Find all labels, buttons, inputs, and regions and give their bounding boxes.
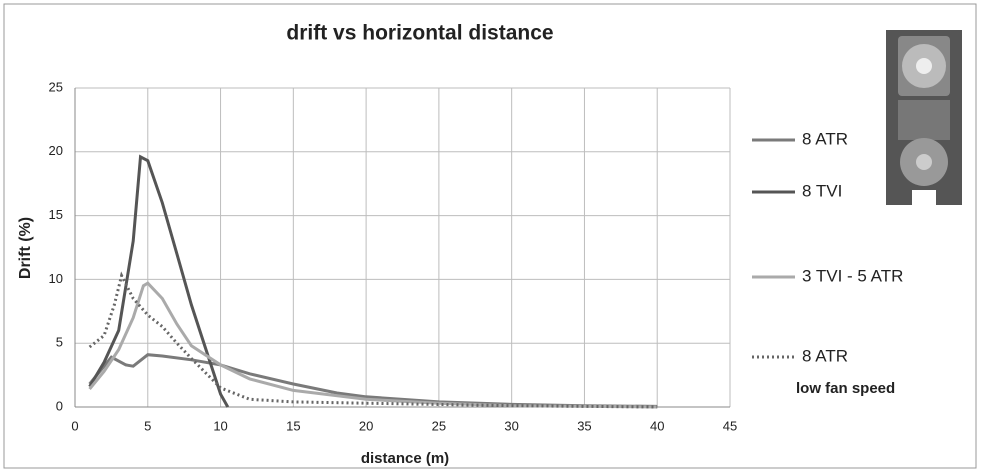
chart: drift vs horizontal distance distance (m…: [0, 0, 981, 473]
y-tick-label: 20: [49, 143, 63, 158]
x-tick-label: 20: [359, 418, 373, 433]
x-tick-label: 30: [504, 418, 518, 433]
legend-label: 3 TVI - 5 ATR: [802, 266, 903, 285]
x-tick-label: 0: [71, 418, 78, 433]
chart-frame: [4, 4, 976, 468]
legend-label: 8 ATR: [802, 346, 848, 365]
x-tick-label: 40: [650, 418, 664, 433]
y-axis-label: Drift (%): [17, 217, 34, 279]
chart-title: drift vs horizontal distance: [286, 22, 553, 45]
x-tick-label: 15: [286, 418, 300, 433]
x-tick-label: 25: [432, 418, 446, 433]
legend-label: 8 TVI: [802, 181, 842, 200]
x-tick-label: 35: [577, 418, 591, 433]
x-axis-label: distance (m): [361, 450, 449, 467]
photo: [886, 30, 962, 205]
y-tick-label: 15: [49, 207, 63, 222]
x-tick-label: 45: [723, 418, 737, 433]
y-tick-label: 0: [56, 398, 63, 413]
legend-note: low fan speed: [796, 380, 895, 397]
x-tick-label: 5: [144, 418, 151, 433]
y-tick-label: 10: [49, 271, 63, 286]
y-tick-label: 5: [56, 335, 63, 350]
x-tick-label: 10: [213, 418, 227, 433]
y-tick-label: 25: [49, 79, 63, 94]
legend-label: 8 ATR: [802, 129, 848, 148]
